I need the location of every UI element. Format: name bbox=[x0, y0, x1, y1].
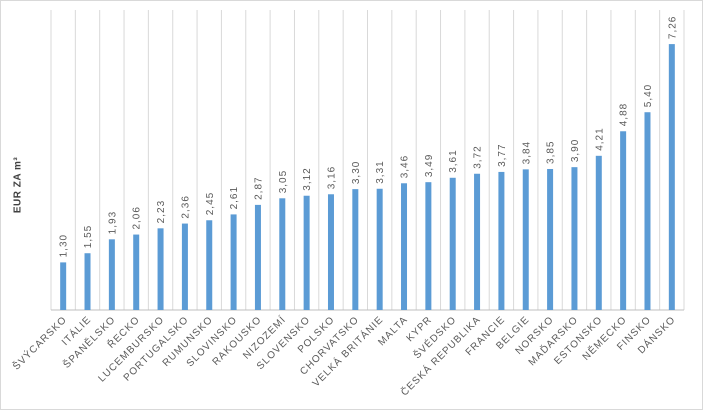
data-label: 3,90 bbox=[570, 139, 581, 162]
data-label: 2,87 bbox=[253, 176, 264, 199]
data-label: 4,88 bbox=[619, 103, 630, 126]
bar bbox=[449, 177, 456, 310]
bar bbox=[644, 112, 651, 310]
bar bbox=[401, 183, 408, 310]
data-label: 1,55 bbox=[83, 225, 94, 248]
data-label: 4,21 bbox=[594, 127, 605, 150]
bar bbox=[230, 214, 237, 310]
bar bbox=[108, 239, 115, 310]
y-axis-label: EUR ZA m³ bbox=[13, 157, 24, 214]
data-label: 5,40 bbox=[643, 84, 654, 107]
data-label: 7,26 bbox=[667, 16, 678, 39]
bar bbox=[60, 262, 67, 310]
bar bbox=[474, 173, 481, 310]
data-label: 3,16 bbox=[326, 166, 337, 189]
data-label: 2,06 bbox=[132, 206, 143, 229]
data-label: 3,05 bbox=[278, 170, 289, 193]
data-label: 3,30 bbox=[351, 161, 362, 184]
data-label: 2,45 bbox=[205, 192, 216, 215]
bar bbox=[303, 195, 310, 310]
data-label: 3,61 bbox=[448, 149, 459, 172]
data-label: 1,93 bbox=[107, 211, 118, 234]
data-label: 2,36 bbox=[180, 195, 191, 218]
bar bbox=[595, 155, 602, 310]
bar bbox=[425, 182, 432, 310]
data-label: 3,77 bbox=[497, 143, 508, 166]
data-label: 3,46 bbox=[400, 155, 411, 178]
bar bbox=[620, 131, 627, 310]
bar bbox=[352, 189, 359, 310]
bar bbox=[84, 253, 91, 310]
bar bbox=[668, 44, 675, 310]
data-label: 3,49 bbox=[424, 154, 435, 177]
data-label: 3,84 bbox=[521, 141, 532, 164]
bar bbox=[206, 220, 213, 310]
bar bbox=[157, 228, 164, 310]
data-label: 3,72 bbox=[473, 145, 484, 168]
data-label: 2,61 bbox=[229, 186, 240, 209]
bar bbox=[254, 204, 261, 310]
data-label: 2,23 bbox=[156, 200, 167, 223]
bar bbox=[376, 188, 383, 310]
data-label: 3,12 bbox=[302, 167, 313, 190]
data-label: 1,30 bbox=[59, 234, 70, 257]
bar bbox=[181, 223, 188, 310]
bar bbox=[498, 171, 505, 310]
bar bbox=[547, 168, 554, 310]
bar bbox=[279, 198, 286, 310]
bar bbox=[522, 169, 529, 310]
bar bbox=[327, 194, 334, 310]
bar bbox=[133, 234, 140, 310]
bar bbox=[571, 167, 578, 310]
data-label: 3,31 bbox=[375, 160, 386, 183]
data-label: 3,85 bbox=[546, 141, 557, 164]
